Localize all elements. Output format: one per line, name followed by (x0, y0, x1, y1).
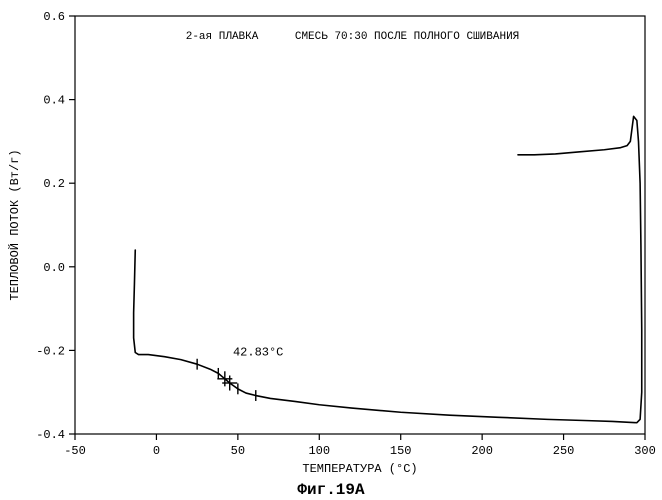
x-tick-label: 0 (153, 444, 160, 458)
x-tick-label: 150 (390, 444, 412, 458)
y-axis-label: ТЕПЛОВОЙ ПОТОК (Вт/г) (7, 149, 22, 300)
tg-annotation: 42.83°C (233, 345, 283, 359)
x-tick-label: 200 (471, 444, 493, 458)
y-tick-label: 0.6 (43, 10, 65, 24)
y-tick-label: -0.4 (36, 428, 65, 442)
y-tick-label: 0.0 (43, 261, 65, 275)
plot-border (75, 16, 645, 434)
x-tick-label: 50 (231, 444, 245, 458)
x-tick-label: 300 (634, 444, 656, 458)
chart-title-0: 2-ая ПЛАВКА (186, 31, 259, 43)
dsc-chart: -50 0 50 100 150 200 250 300 -0.4 -0.2 0.0 0.2 0.4 0.… (0, 0, 662, 500)
figure-caption: Фиг.19A (297, 481, 365, 499)
chart-title-1: СМЕСЬ 70:30 ПОСЛЕ ПОЛНОГО СШИВАНИЯ (295, 31, 519, 43)
x-axis-label: ТЕМПЕРАТУРА (°C) (302, 462, 417, 476)
y-tick-label: 0.4 (43, 94, 65, 108)
x-tick-label: 250 (553, 444, 575, 458)
figure-container: -50 0 50 100 150 200 250 300 -0.4 -0.2 0.0 0.2 0.4 0.… (0, 0, 662, 500)
y-tick-label: -0.2 (36, 344, 65, 358)
x-tick-label: 100 (308, 444, 330, 458)
x-tick-label: -50 (64, 444, 86, 458)
y-tick-label: 0.2 (43, 177, 65, 191)
